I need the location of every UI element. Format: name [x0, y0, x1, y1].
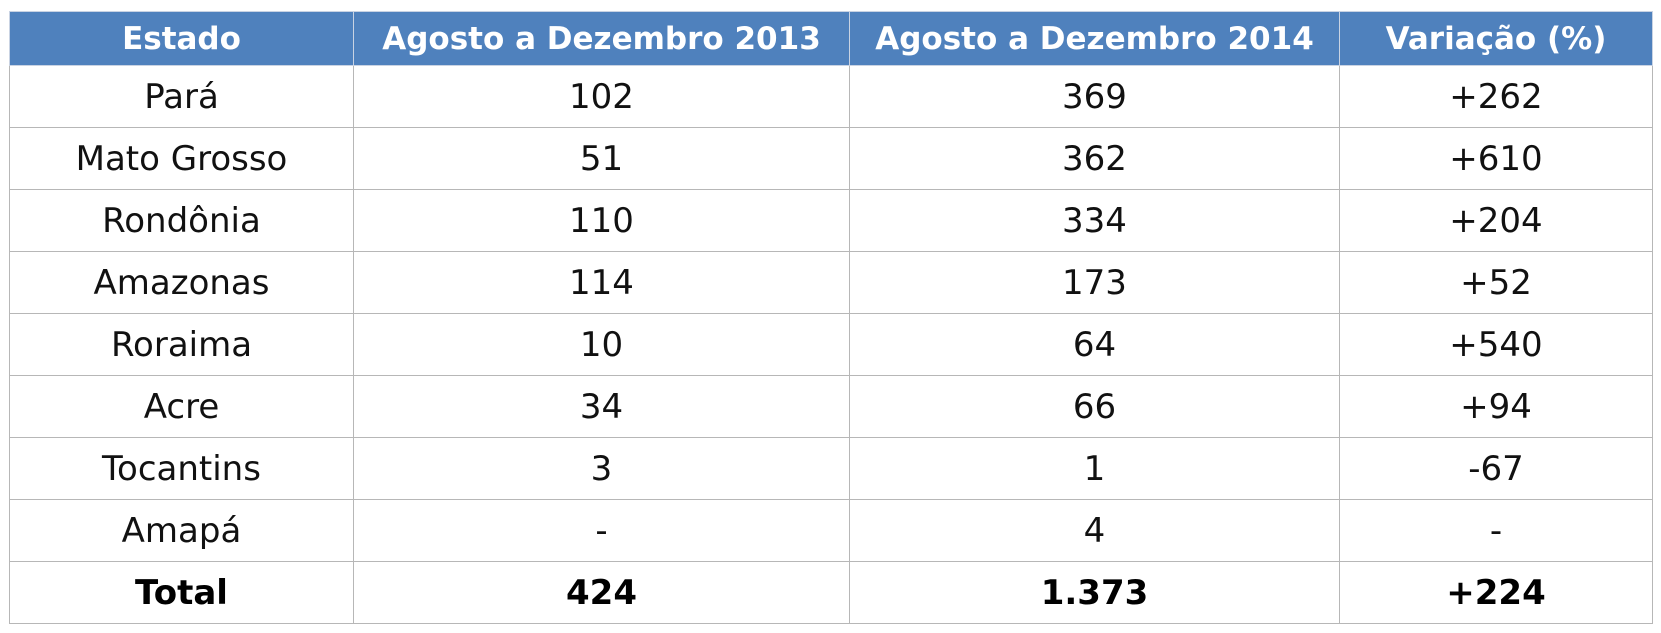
- table-cell: +262: [1339, 65, 1653, 128]
- table-cell: 110: [353, 189, 850, 252]
- table-cell: -: [1339, 499, 1653, 562]
- total-cell: +224: [1339, 561, 1653, 624]
- table-cell: 10: [353, 313, 850, 376]
- table-cell: +540: [1339, 313, 1653, 376]
- table-row: Roraima 10 64 +540: [9, 313, 1653, 376]
- table-cell: 1: [849, 437, 1340, 500]
- total-cell: 424: [353, 561, 850, 624]
- table-cell: +610: [1339, 127, 1653, 190]
- table-cell: -: [353, 499, 850, 562]
- table-row: Amapá -4-: [9, 499, 1653, 562]
- data-table: Estado Agosto a Dezembro 2013 Agosto a Dez…: [9, 11, 1653, 624]
- header-cell: Agosto a Dezembro 2013: [353, 11, 850, 66]
- table-cell: Acre: [9, 375, 354, 438]
- table-body: Pará 102 369 +262 Mato Grosso 51 362 +610 Rondôn…: [9, 65, 1653, 624]
- table-cell: Pará: [9, 65, 354, 128]
- table-cell: 4: [849, 499, 1340, 562]
- table-cell: -67: [1339, 437, 1653, 500]
- table-cell: 114: [353, 251, 850, 314]
- table-cell: +204: [1339, 189, 1653, 252]
- table-cell: Roraima: [9, 313, 354, 376]
- table-cell: 369: [849, 65, 1340, 128]
- total-cell: Total: [9, 561, 354, 624]
- total-cell: 1.373: [849, 561, 1340, 624]
- table-row: Tocantins 3 1 -67: [9, 437, 1653, 500]
- table-row: Mato Grosso 51 362 +610: [9, 127, 1653, 190]
- table-cell: 173: [849, 251, 1340, 314]
- table-row: Acre 34 66 +94: [9, 375, 1653, 438]
- table-cell: 362: [849, 127, 1340, 190]
- table-cell: +94: [1339, 375, 1653, 438]
- table-cell: 34: [353, 375, 850, 438]
- table-cell: +52: [1339, 251, 1653, 314]
- table-row: Pará 102 369 +262: [9, 65, 1653, 128]
- header-cell: Estado: [9, 11, 354, 66]
- table-cell: 3: [353, 437, 850, 500]
- table-cell: Amapá: [9, 499, 354, 562]
- table-row: Rondônia 110 334 +204: [9, 189, 1653, 252]
- table-cell: Mato Grosso: [9, 127, 354, 190]
- total-row: Total 424 1.373 +224: [9, 561, 1653, 624]
- table-cell: 51: [353, 127, 850, 190]
- table-row: Amazonas 114 173 +52: [9, 251, 1653, 314]
- table-cell: Rondônia: [9, 189, 354, 252]
- header-cell: Variação (%): [1339, 11, 1653, 66]
- table-cell: 102: [353, 65, 850, 128]
- table-cell: Tocantins: [9, 437, 354, 500]
- table-cell: 334: [849, 189, 1340, 252]
- table-cell: 64: [849, 313, 1340, 376]
- table-cell: 66: [849, 375, 1340, 438]
- table-cell: Amazonas: [9, 251, 354, 314]
- header-cell: Agosto a Dezembro 2014: [849, 11, 1340, 66]
- header-row: Estado Agosto a Dezembro 2013 Agosto a Dez…: [9, 11, 1653, 66]
